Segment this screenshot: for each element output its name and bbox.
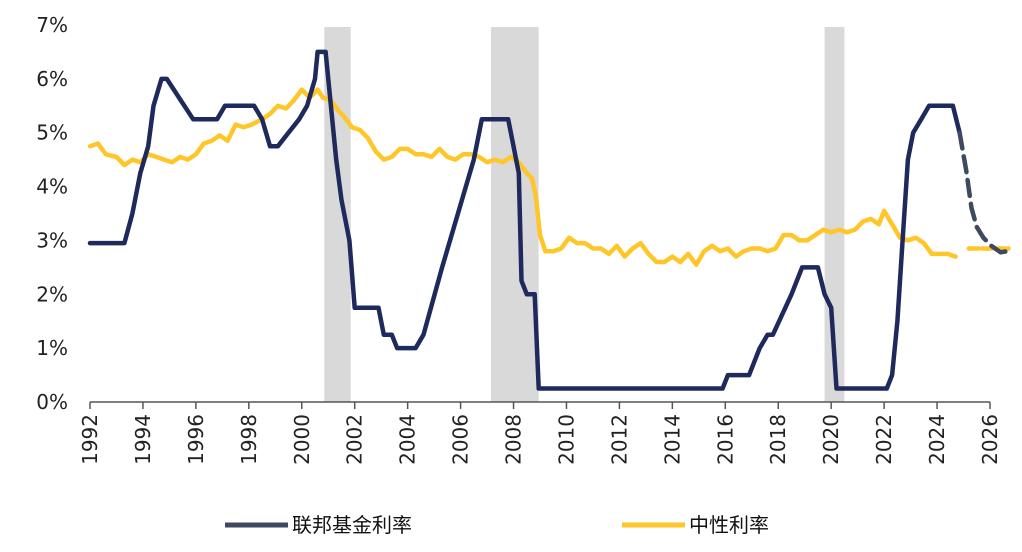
legend-item-fed-funds: 联邦基金利率 xyxy=(225,513,412,537)
x-tick-label: 2018 xyxy=(766,414,790,465)
x-tick-label: 2026 xyxy=(978,414,1002,465)
x-tick-label: 2010 xyxy=(554,414,578,465)
x-tick-label: 1998 xyxy=(237,414,261,465)
x-tick-label: 2000 xyxy=(290,414,314,465)
chart-axes xyxy=(89,401,991,409)
y-tick-label: 1% xyxy=(36,336,68,360)
x-tick-label: 2004 xyxy=(396,414,420,465)
legend-label-fed-funds: 联邦基金利率 xyxy=(292,513,412,537)
x-tick-label: 2008 xyxy=(502,414,526,465)
legend: 联邦基金利率 中性利率 xyxy=(225,513,769,537)
legend-item-neutral-rate: 中性利率 xyxy=(622,513,769,537)
x-tick-label: 2002 xyxy=(343,414,367,465)
series-projection-fed-funds xyxy=(957,130,1010,255)
series-lines xyxy=(87,49,1011,391)
y-tick-label: 7% xyxy=(36,13,68,37)
y-tick-label: 0% xyxy=(36,390,68,414)
x-tick-label: 2006 xyxy=(449,414,473,465)
y-tick-label: 3% xyxy=(36,228,68,252)
y-tick-label: 5% xyxy=(36,121,68,145)
x-tick-label: 1994 xyxy=(131,414,155,465)
x-tick-label: 2012 xyxy=(607,414,631,465)
recession-bands xyxy=(324,27,845,402)
y-tick-labels: 0% 1% 2% 3% 4% 5% 6% 7% xyxy=(36,13,68,414)
y-tick-label: 2% xyxy=(36,282,68,306)
x-tick-label: 2016 xyxy=(713,414,737,465)
x-tick-label: 1996 xyxy=(184,414,208,465)
x-tick-label: 2014 xyxy=(660,414,684,465)
legend-label-neutral-rate: 中性利率 xyxy=(689,513,769,537)
x-tick-label: 2022 xyxy=(872,414,896,465)
series-line-neutral-rate xyxy=(87,87,958,267)
y-tick-label: 6% xyxy=(36,67,68,91)
y-tick-label: 4% xyxy=(36,175,68,199)
x-tick-labels: 1992 1994 1996 1998 2000 2002 2004 2006 2008 2010… xyxy=(78,414,1002,465)
recession-band-1 xyxy=(491,27,539,402)
series-line-fed-funds xyxy=(87,49,962,391)
x-tick-label: 2024 xyxy=(925,414,949,465)
x-tick-label: 1992 xyxy=(78,414,102,465)
x-tick-label: 2020 xyxy=(819,414,843,465)
